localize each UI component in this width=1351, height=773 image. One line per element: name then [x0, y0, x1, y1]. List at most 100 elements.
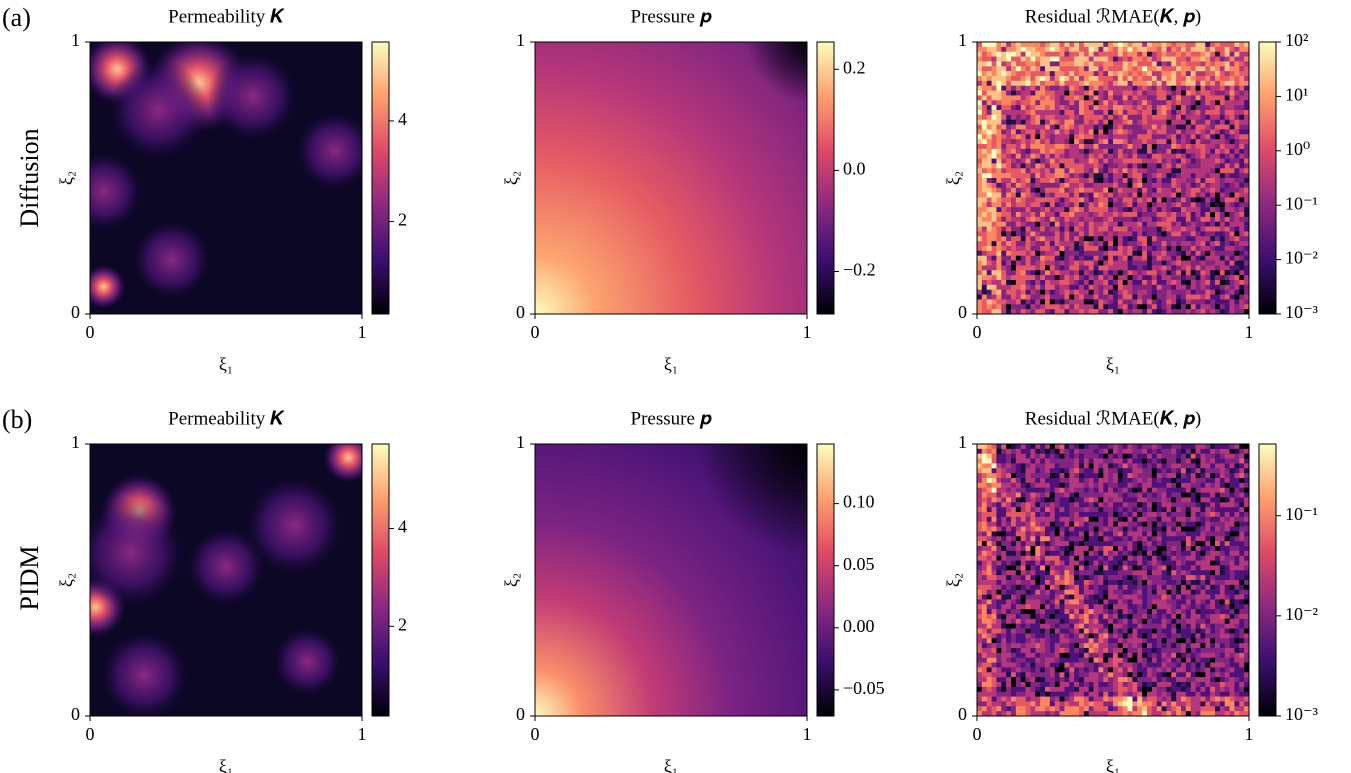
- heatmap-cell: [1020, 560, 1026, 566]
- heatmap-cell: [1156, 207, 1162, 213]
- heatmap-cell: [1210, 304, 1216, 310]
- heatmap-cell: [1224, 95, 1230, 101]
- heatmap-cell: [1132, 294, 1138, 300]
- heatmap-cell: [977, 643, 983, 649]
- heatmap-cell: [1224, 241, 1230, 247]
- heatmap-cell: [1069, 468, 1075, 474]
- heatmap-cell: [1074, 56, 1080, 62]
- heatmap-cell: [1171, 124, 1177, 130]
- heatmap-cell: [1011, 478, 1017, 484]
- heatmap-cell: [1219, 212, 1226, 218]
- heatmap-cell: [981, 512, 988, 518]
- heatmap-cell: [1035, 304, 1041, 310]
- heatmap-cell: [1137, 85, 1143, 91]
- heatmap-cell: [1205, 173, 1211, 179]
- heatmap-cell: [1083, 260, 1090, 266]
- heatmap-cell: [1001, 570, 1007, 576]
- heatmap-cell: [1030, 555, 1036, 561]
- heatmap-cell: [1200, 299, 1206, 305]
- heatmap-cell: [1200, 100, 1206, 106]
- heatmap-cell: [1011, 56, 1017, 62]
- heatmap-cell: [1045, 672, 1051, 678]
- heatmap-cell: [1142, 270, 1148, 276]
- heatmap-cell: [1035, 114, 1041, 121]
- heatmap-cell: [1093, 129, 1099, 135]
- heatmap-cell: [981, 187, 988, 193]
- heatmap-cell: [1083, 570, 1090, 576]
- heatmap-cell: [1190, 294, 1196, 300]
- heatmap-cell: [1030, 187, 1036, 193]
- heatmap-cell: [996, 667, 1002, 673]
- heatmap-cell: [1025, 599, 1031, 605]
- heatmap-cell: [1205, 56, 1211, 62]
- heatmap-cell: [1064, 696, 1070, 702]
- heatmap-cell: [1006, 158, 1012, 164]
- heatmap-cell: [1088, 555, 1094, 561]
- heatmap-cell: [1108, 604, 1114, 610]
- heatmap-cell: [981, 100, 988, 106]
- heatmap-cell: [1001, 42, 1007, 48]
- heatmap-cell: [1161, 124, 1167, 130]
- heatmap-cell: [1049, 677, 1056, 683]
- heatmap-cell: [1059, 289, 1065, 295]
- heatmap-cell: [1040, 236, 1046, 242]
- heatmap-cell: [1103, 280, 1109, 286]
- heatmap-cell: [1205, 202, 1211, 208]
- heatmap-cell: [1151, 153, 1158, 159]
- heatmap-cell: [1117, 158, 1124, 164]
- heatmap-cell: [981, 241, 988, 247]
- heatmap-cell: [1142, 299, 1148, 305]
- heatmap-cell: [1098, 163, 1104, 169]
- heatmap-cell: [1185, 260, 1192, 266]
- heatmap-cell: [1137, 42, 1143, 48]
- heatmap-cell: [981, 584, 988, 591]
- heatmap-cell: [1049, 667, 1056, 673]
- heatmap-cell: [1239, 110, 1245, 116]
- heatmap-cell: [1113, 260, 1119, 266]
- heatmap-cell: [981, 284, 988, 291]
- heatmap-cell: [1006, 497, 1012, 503]
- heatmap-cell: [1185, 202, 1192, 208]
- heatmap-cell: [1151, 76, 1158, 82]
- heatmap-cell: [986, 202, 992, 208]
- heatmap-cell: [1098, 604, 1104, 610]
- heatmap-cell: [1054, 570, 1060, 576]
- heatmap-cell: [1045, 299, 1051, 305]
- heatmap-cell: [1195, 114, 1201, 121]
- heatmap-cell: [1006, 144, 1012, 150]
- colorbar-tick-label: 2: [398, 614, 407, 634]
- heatmap-cell: [1122, 95, 1128, 101]
- heatmap-cell: [1147, 304, 1153, 310]
- heatmap-cell: [1049, 289, 1056, 295]
- heatmap-cell: [1137, 207, 1143, 213]
- heatmap-cell: [1200, 139, 1206, 145]
- heatmap-cell: [1025, 226, 1031, 232]
- heatmap-cell: [1011, 153, 1017, 159]
- heatmap-cell: [1156, 153, 1162, 159]
- heatmap-cell: [1088, 512, 1094, 518]
- heatmap-cell: [1049, 599, 1056, 605]
- heatmap-cell: [981, 487, 988, 493]
- heatmap-cell: [1011, 468, 1017, 474]
- heatmap-cell: [991, 512, 997, 518]
- heatmap-cell: [1117, 584, 1124, 591]
- heatmap-cell: [1093, 144, 1099, 150]
- heatmap-cell: [1210, 280, 1216, 286]
- heatmap-cell: [1011, 42, 1017, 48]
- heatmap-cell: [1151, 275, 1158, 281]
- heatmap-cell: [1064, 105, 1070, 111]
- heatmap-cell: [1122, 550, 1128, 557]
- heatmap-cell: [1176, 255, 1182, 261]
- heatmap-cell: [1015, 110, 1022, 116]
- heatmap-cell: [1074, 226, 1080, 232]
- heatmap-cell: [1185, 207, 1192, 213]
- heatmap-cell: [1088, 124, 1094, 130]
- heatmap-cell: [1185, 178, 1192, 184]
- heatmap-cell: [1083, 61, 1090, 67]
- heatmap-cell: [996, 444, 1002, 450]
- heatmap-cell: [1151, 260, 1158, 266]
- heatmap-cell: [1147, 284, 1153, 291]
- heatmap-cell: [1219, 187, 1226, 193]
- heatmap-cell: [1132, 168, 1138, 174]
- heatmap-cell: [986, 463, 992, 469]
